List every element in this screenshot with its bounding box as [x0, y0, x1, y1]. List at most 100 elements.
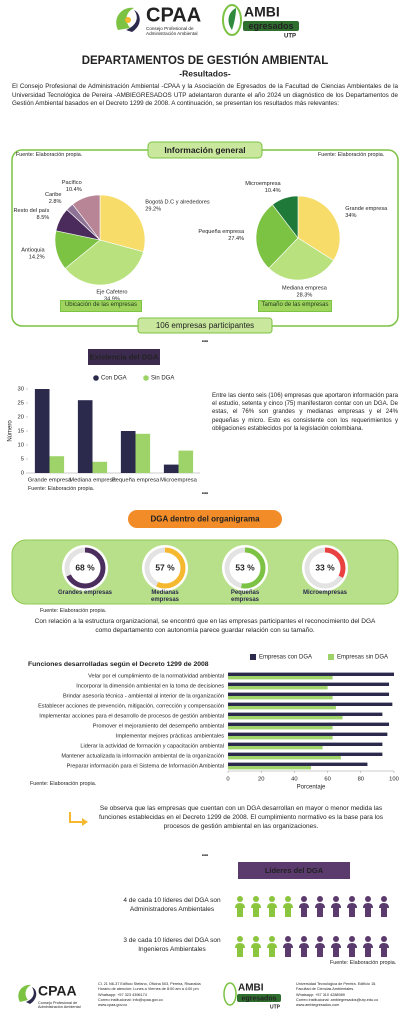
logo-band [243, 21, 299, 31]
person-head [301, 896, 307, 902]
logo-band [237, 994, 281, 1002]
source: Fuente: Elaboración propia. [16, 152, 83, 158]
person-body [251, 943, 261, 957]
footer-line: Facultad de Ciencias Ambientales. [296, 987, 355, 992]
bar [77, 400, 93, 473]
person-body [235, 943, 245, 957]
section-heading: Existencia del DGA [90, 352, 159, 361]
bar [228, 762, 368, 766]
slice-value: 34% [345, 213, 356, 219]
section-banner [238, 862, 350, 879]
pictogram-label: 4 de cada 10 líderes del DGA son Adminis… [123, 897, 221, 913]
logo-line: Consejo Profesional de [38, 1001, 77, 1005]
slice-label: Grande empresa [345, 206, 388, 212]
gauge-value: 57 % [155, 562, 175, 572]
logo-text: CPAA [38, 983, 77, 999]
person-head [317, 936, 323, 942]
x-tick-label: 100 [389, 777, 399, 783]
section-heading: Líderes del DGA [265, 866, 324, 875]
slice-value: 10.4% [66, 187, 82, 193]
highlighted-people [235, 936, 277, 957]
chart-subtitle: Ubicación de las empresas [60, 300, 142, 312]
legend-marker [328, 654, 334, 660]
footer-line: Correo institucional: ambiegresados@utp.… [296, 997, 379, 1002]
source: Fuente: Elaboración propia. [318, 152, 385, 158]
pictogram-label: 3 de cada 10 líderes del DGA son Ingenie… [123, 937, 221, 953]
person-body [251, 903, 261, 917]
source: Fuente: Elaboración propia. [40, 608, 107, 614]
paragraph: Se observa que las empresas que cuentan … [98, 805, 383, 830]
person-head [269, 896, 275, 902]
x-tick-label: 80 [358, 777, 364, 783]
x-tick-label: Microempresa [160, 478, 197, 484]
y-tick-label: Brindar asesoría técnica - ambiental al … [63, 693, 224, 699]
bar [228, 676, 333, 680]
separator: ••• [202, 492, 208, 498]
bar [120, 431, 136, 473]
legend-label: Empresas sin DGA [337, 655, 388, 661]
gauge-label: Medianas empresas [150, 590, 180, 603]
logo-text: CPAA [146, 4, 201, 26]
bar [228, 702, 393, 706]
legend-marker [93, 375, 99, 381]
person-body [315, 943, 325, 957]
x-tick-label: 20 [258, 777, 264, 783]
y-tick-label: Implementar mejores prácticas ambientale… [116, 733, 224, 739]
slice-label: Microempresa [245, 181, 281, 187]
footer-line: Whatsapp: +57 310 4288989 [296, 992, 345, 997]
footer-cpaa-logo [18, 984, 37, 1004]
slice-value: 14.2% [29, 254, 45, 260]
x-tick-label: 0 [226, 777, 229, 783]
person-body [283, 903, 293, 917]
slice-value: 2.8% [49, 199, 62, 205]
person-head [317, 896, 323, 902]
chart-subtitle: Tamaño de las empresas [258, 300, 332, 312]
intro-paragraph: El Consejo Profesional de Administración… [12, 83, 398, 107]
person-head [349, 936, 355, 942]
bar [228, 692, 390, 696]
legend-label: Sin DGA [151, 376, 174, 382]
bar [228, 706, 336, 710]
source: Fuente: Elaboración propia. [330, 960, 397, 966]
y-tick-label: Establecer acciones de prevención, mitig… [38, 703, 224, 709]
bar [92, 461, 108, 473]
paragraph: Entre las ciento seis (106) empresas que… [212, 392, 398, 432]
source: Fuente: Elaboración propia. [30, 781, 97, 787]
bar [228, 756, 341, 760]
logo-org: UTP [270, 1004, 281, 1010]
slice-value: 28.3% [296, 293, 312, 299]
separator: ••• [202, 854, 208, 860]
person-head [381, 936, 387, 942]
pie-slice [99, 194, 146, 253]
bar [228, 682, 390, 686]
section-banner [88, 349, 160, 365]
person-head [301, 936, 307, 942]
pie-slice [72, 194, 101, 241]
person-body [235, 903, 245, 917]
person-head [285, 896, 291, 902]
person-body [379, 903, 389, 917]
footer-line: Universidad Tecnológica de Pereira. Edif… [296, 982, 377, 986]
total-banner [137, 317, 273, 334]
slice-label: Pequeña empresa [198, 229, 245, 235]
y-tick-label: Liderar la actividad de formación y capa… [80, 743, 224, 749]
x-tick-label: Grande empresa [28, 478, 72, 484]
person-head [333, 896, 339, 902]
person-head [365, 896, 371, 902]
footer-line: www.ambiegresados.com [296, 1003, 340, 1008]
person-body [379, 943, 389, 957]
logo-text: AMBI [244, 4, 280, 20]
section-heading: Información general [164, 145, 245, 155]
person-body [347, 943, 357, 957]
bar [49, 456, 65, 473]
footer-line: Horario de atención: Lunes a Viernes de … [98, 987, 199, 992]
slice-label: Resto del país [14, 208, 50, 214]
x-tick-label: Pequeña empresa [112, 478, 160, 484]
paragraph: Con relación a la estructura organizacio… [34, 618, 376, 634]
bar [34, 389, 50, 473]
bar [228, 732, 388, 736]
gauge-box [11, 539, 399, 605]
chart-title: Funciones desarrolladas según el Decreto… [28, 661, 209, 668]
